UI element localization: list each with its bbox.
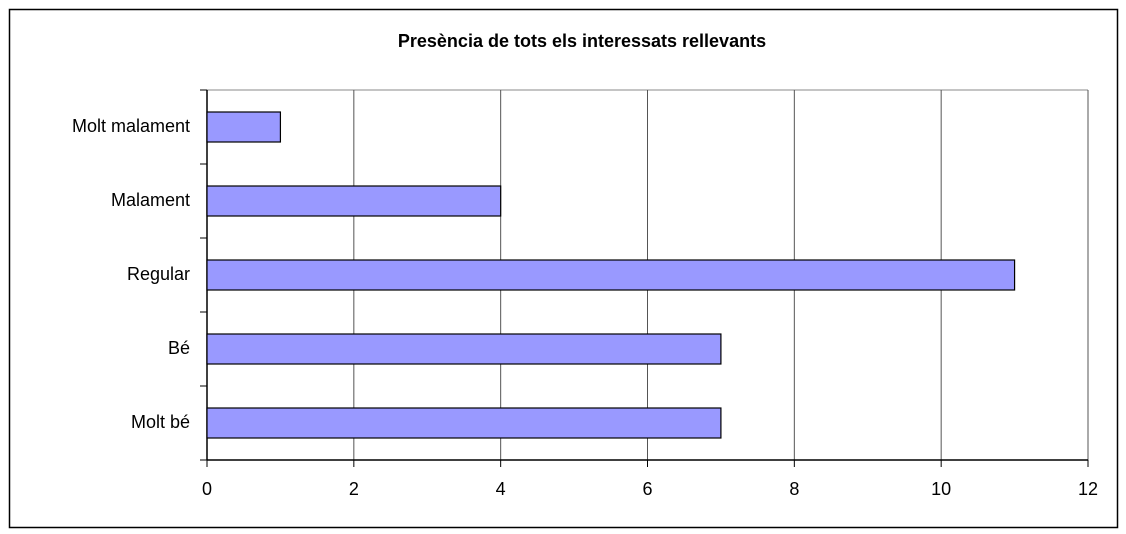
chart-title: Presència de tots els interessats rellev… bbox=[398, 31, 766, 51]
bar bbox=[206, 333, 722, 365]
bar bbox=[206, 407, 722, 439]
x-tick-label: 10 bbox=[931, 479, 951, 499]
x-tick-label: 2 bbox=[349, 479, 359, 499]
x-tick-label: 4 bbox=[496, 479, 506, 499]
x-tick-label: 0 bbox=[202, 479, 212, 499]
y-tick-label: Molt bé bbox=[131, 412, 190, 432]
x-tick-label: 6 bbox=[642, 479, 652, 499]
x-tick-label: 12 bbox=[1078, 479, 1098, 499]
y-tick-label: Bé bbox=[168, 338, 190, 358]
bar bbox=[206, 259, 1016, 291]
bar bbox=[206, 185, 502, 217]
y-tick-label: Molt malament bbox=[72, 116, 190, 136]
x-tick-label: 8 bbox=[789, 479, 799, 499]
y-tick-label: Malament bbox=[111, 190, 190, 210]
y-tick-label: Regular bbox=[127, 264, 190, 284]
bar bbox=[206, 111, 282, 143]
